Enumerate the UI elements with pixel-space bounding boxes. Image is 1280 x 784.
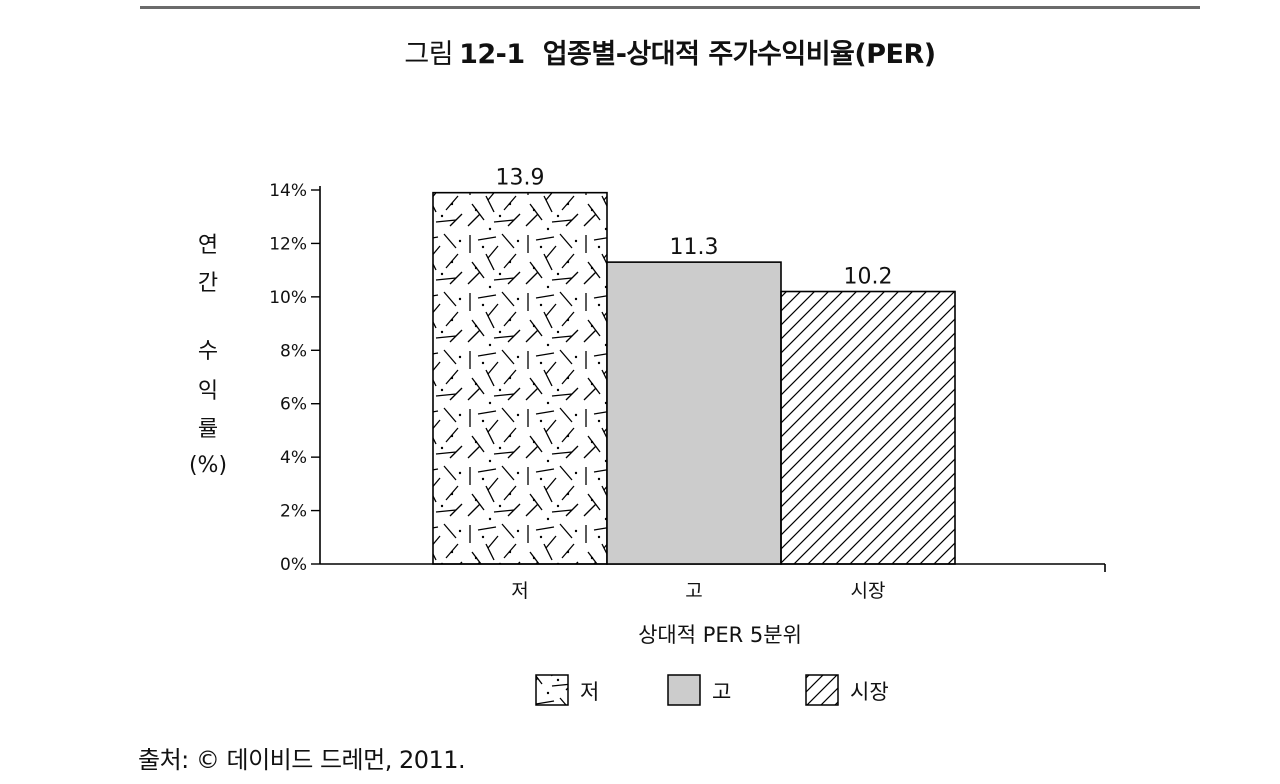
- y-tick-label: 2%: [280, 502, 307, 522]
- y-tick-label: 14%: [269, 181, 307, 201]
- legend-label: 시장: [850, 680, 889, 704]
- chart-bars: 13.9 저 11.3 고 10.2 시장: [432, 166, 956, 602]
- figure-number: 12-1: [459, 39, 525, 70]
- figure-label: 그림: [404, 39, 454, 70]
- top-rule: [140, 6, 1200, 9]
- y-axis-label-char: 익: [198, 379, 218, 404]
- bar-value-label: 10.2: [844, 265, 893, 290]
- legend-swatch-1: [535, 674, 569, 706]
- legend-swatch-3: [805, 674, 839, 706]
- figure-main-title: 업종별-상대적 주가수익비율(PER): [542, 39, 936, 70]
- bar-1: [432, 191, 608, 565]
- y-tick-label: 0%: [280, 555, 307, 575]
- x-axis-title: 상대적 PER 5분위: [638, 623, 802, 647]
- figure-title: 그림 12-1 업종별-상대적 주가수익비율(PER): [0, 32, 1280, 71]
- y-tick-label: 6%: [280, 395, 307, 415]
- x-tick-label: 시장: [851, 580, 886, 602]
- chart-legend: 저 고 시장: [535, 674, 889, 706]
- legend-swatch-2: [667, 674, 701, 706]
- y-tick-label: 10%: [269, 288, 307, 308]
- x-tick-label: 고: [685, 580, 702, 602]
- y-axis-label-char: 률: [198, 417, 218, 442]
- bar-value-label: 13.9: [496, 166, 545, 191]
- y-tick-label: 8%: [280, 341, 307, 361]
- legend-label: 고: [712, 680, 731, 704]
- bar-value-label: 11.3: [670, 235, 719, 260]
- y-axis-label-char: (%): [189, 453, 227, 478]
- source-note: 출처: © 데이비드 드레먼, 2011.: [138, 746, 466, 774]
- y-axis-label-char: 연: [198, 233, 218, 258]
- bar-3: [780, 290, 956, 565]
- y-axis-label-char: 간: [198, 271, 218, 296]
- y-tick-label: 4%: [280, 448, 307, 468]
- y-axis-label-char: 수: [198, 339, 218, 364]
- y-tick-label: 12%: [269, 234, 307, 254]
- bar-2: [606, 261, 782, 565]
- x-tick-label: 저: [511, 580, 528, 602]
- legend-label: 저: [580, 680, 599, 704]
